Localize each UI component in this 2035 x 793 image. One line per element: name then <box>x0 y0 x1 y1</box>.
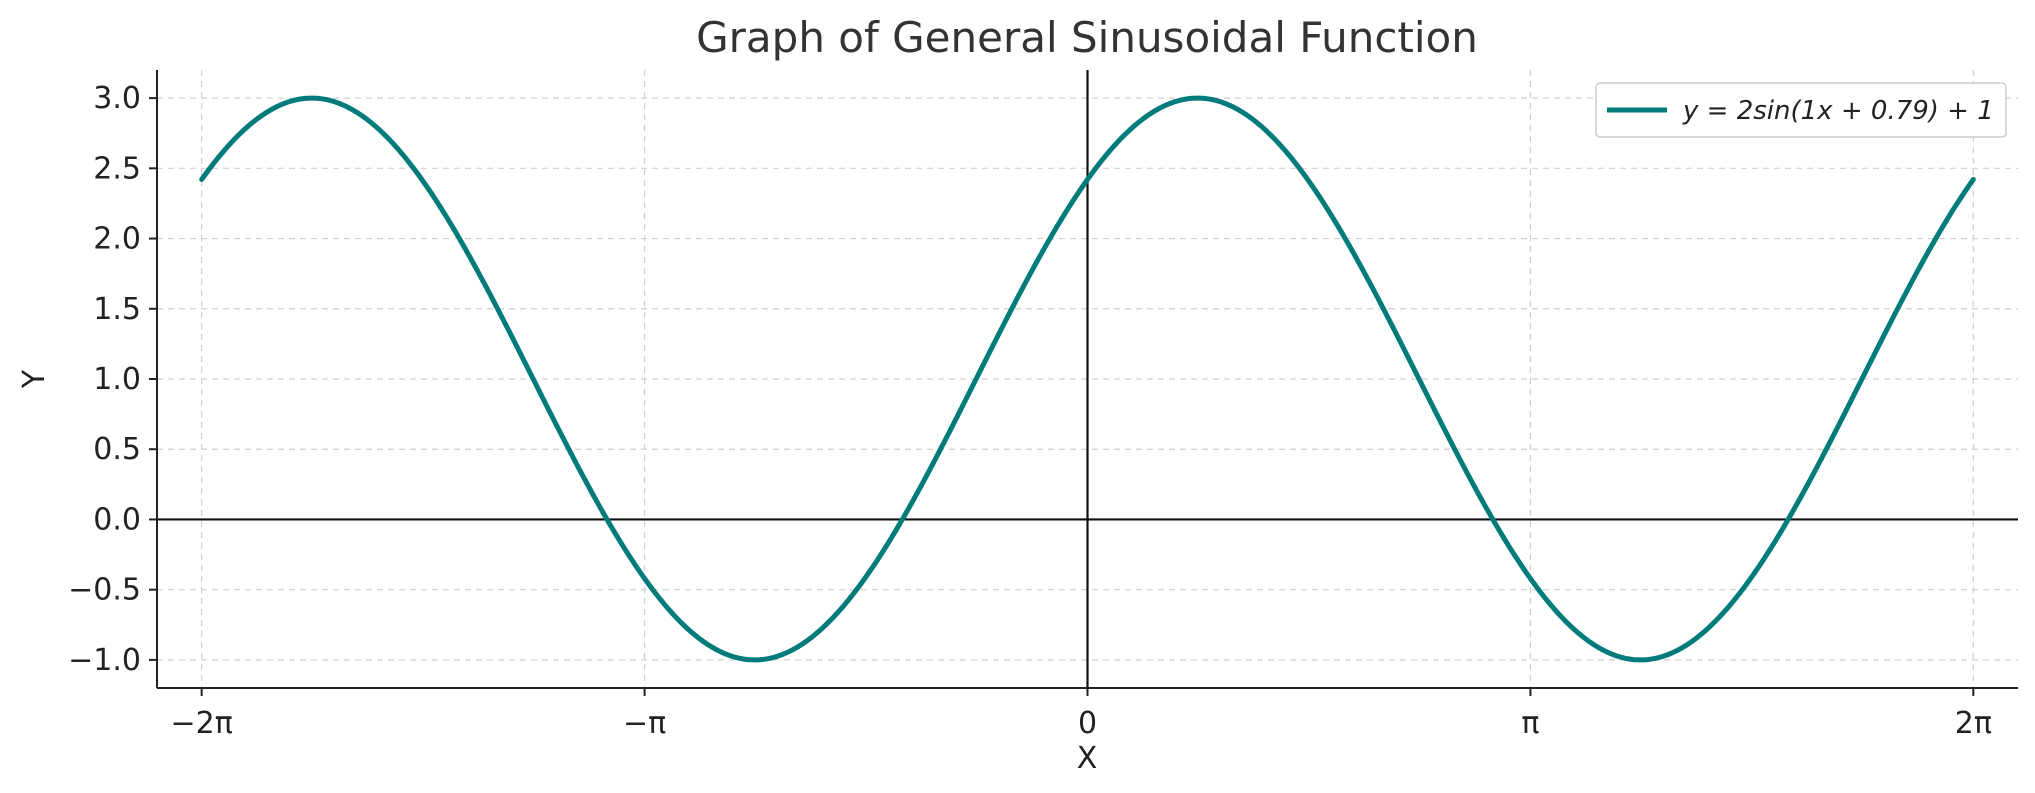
y-axis-label: Y <box>17 369 52 389</box>
y-tick-label: −0.5 <box>68 573 141 608</box>
y-ticks: 3.0 2.5 2.0 1.5 1.0 0.5 0.0 −0.5 −1.0 <box>68 81 157 678</box>
x-tick-label: −2π <box>171 706 233 741</box>
series-layer <box>199 95 1976 663</box>
y-tick-label: −1.0 <box>68 643 141 678</box>
y-tick-label: 2.0 <box>93 222 141 257</box>
legend-box <box>1595 82 2007 138</box>
chart-title: Graph of General Sinusoidal Function <box>696 13 1478 62</box>
y-tick-label: 0.0 <box>93 502 141 537</box>
y-tick-label: 2.5 <box>93 151 141 186</box>
x-tick-label: π <box>1521 706 1539 741</box>
x-axis-label: X <box>1077 741 1098 776</box>
y-tick-label: 1.5 <box>93 292 141 327</box>
x-ticks: −2π −π 0 π 2π <box>171 688 1992 741</box>
x-tick-label: 0 <box>1078 706 1097 741</box>
y-tick-label: 3.0 <box>93 81 141 116</box>
x-tick-label: −π <box>623 706 666 741</box>
series-line-0 <box>199 95 1976 663</box>
legend: y = 2sin(1x + 0.79) + 1 <box>1595 82 2007 138</box>
legend-entry: y = 2sin(1x + 0.79) + 1 <box>1682 96 1994 126</box>
y-tick-label: 0.5 <box>93 432 141 467</box>
y-tick-label: 1.0 <box>93 362 141 397</box>
zero-lines <box>157 70 2018 688</box>
x-tick-label: 2π <box>1955 706 1992 741</box>
